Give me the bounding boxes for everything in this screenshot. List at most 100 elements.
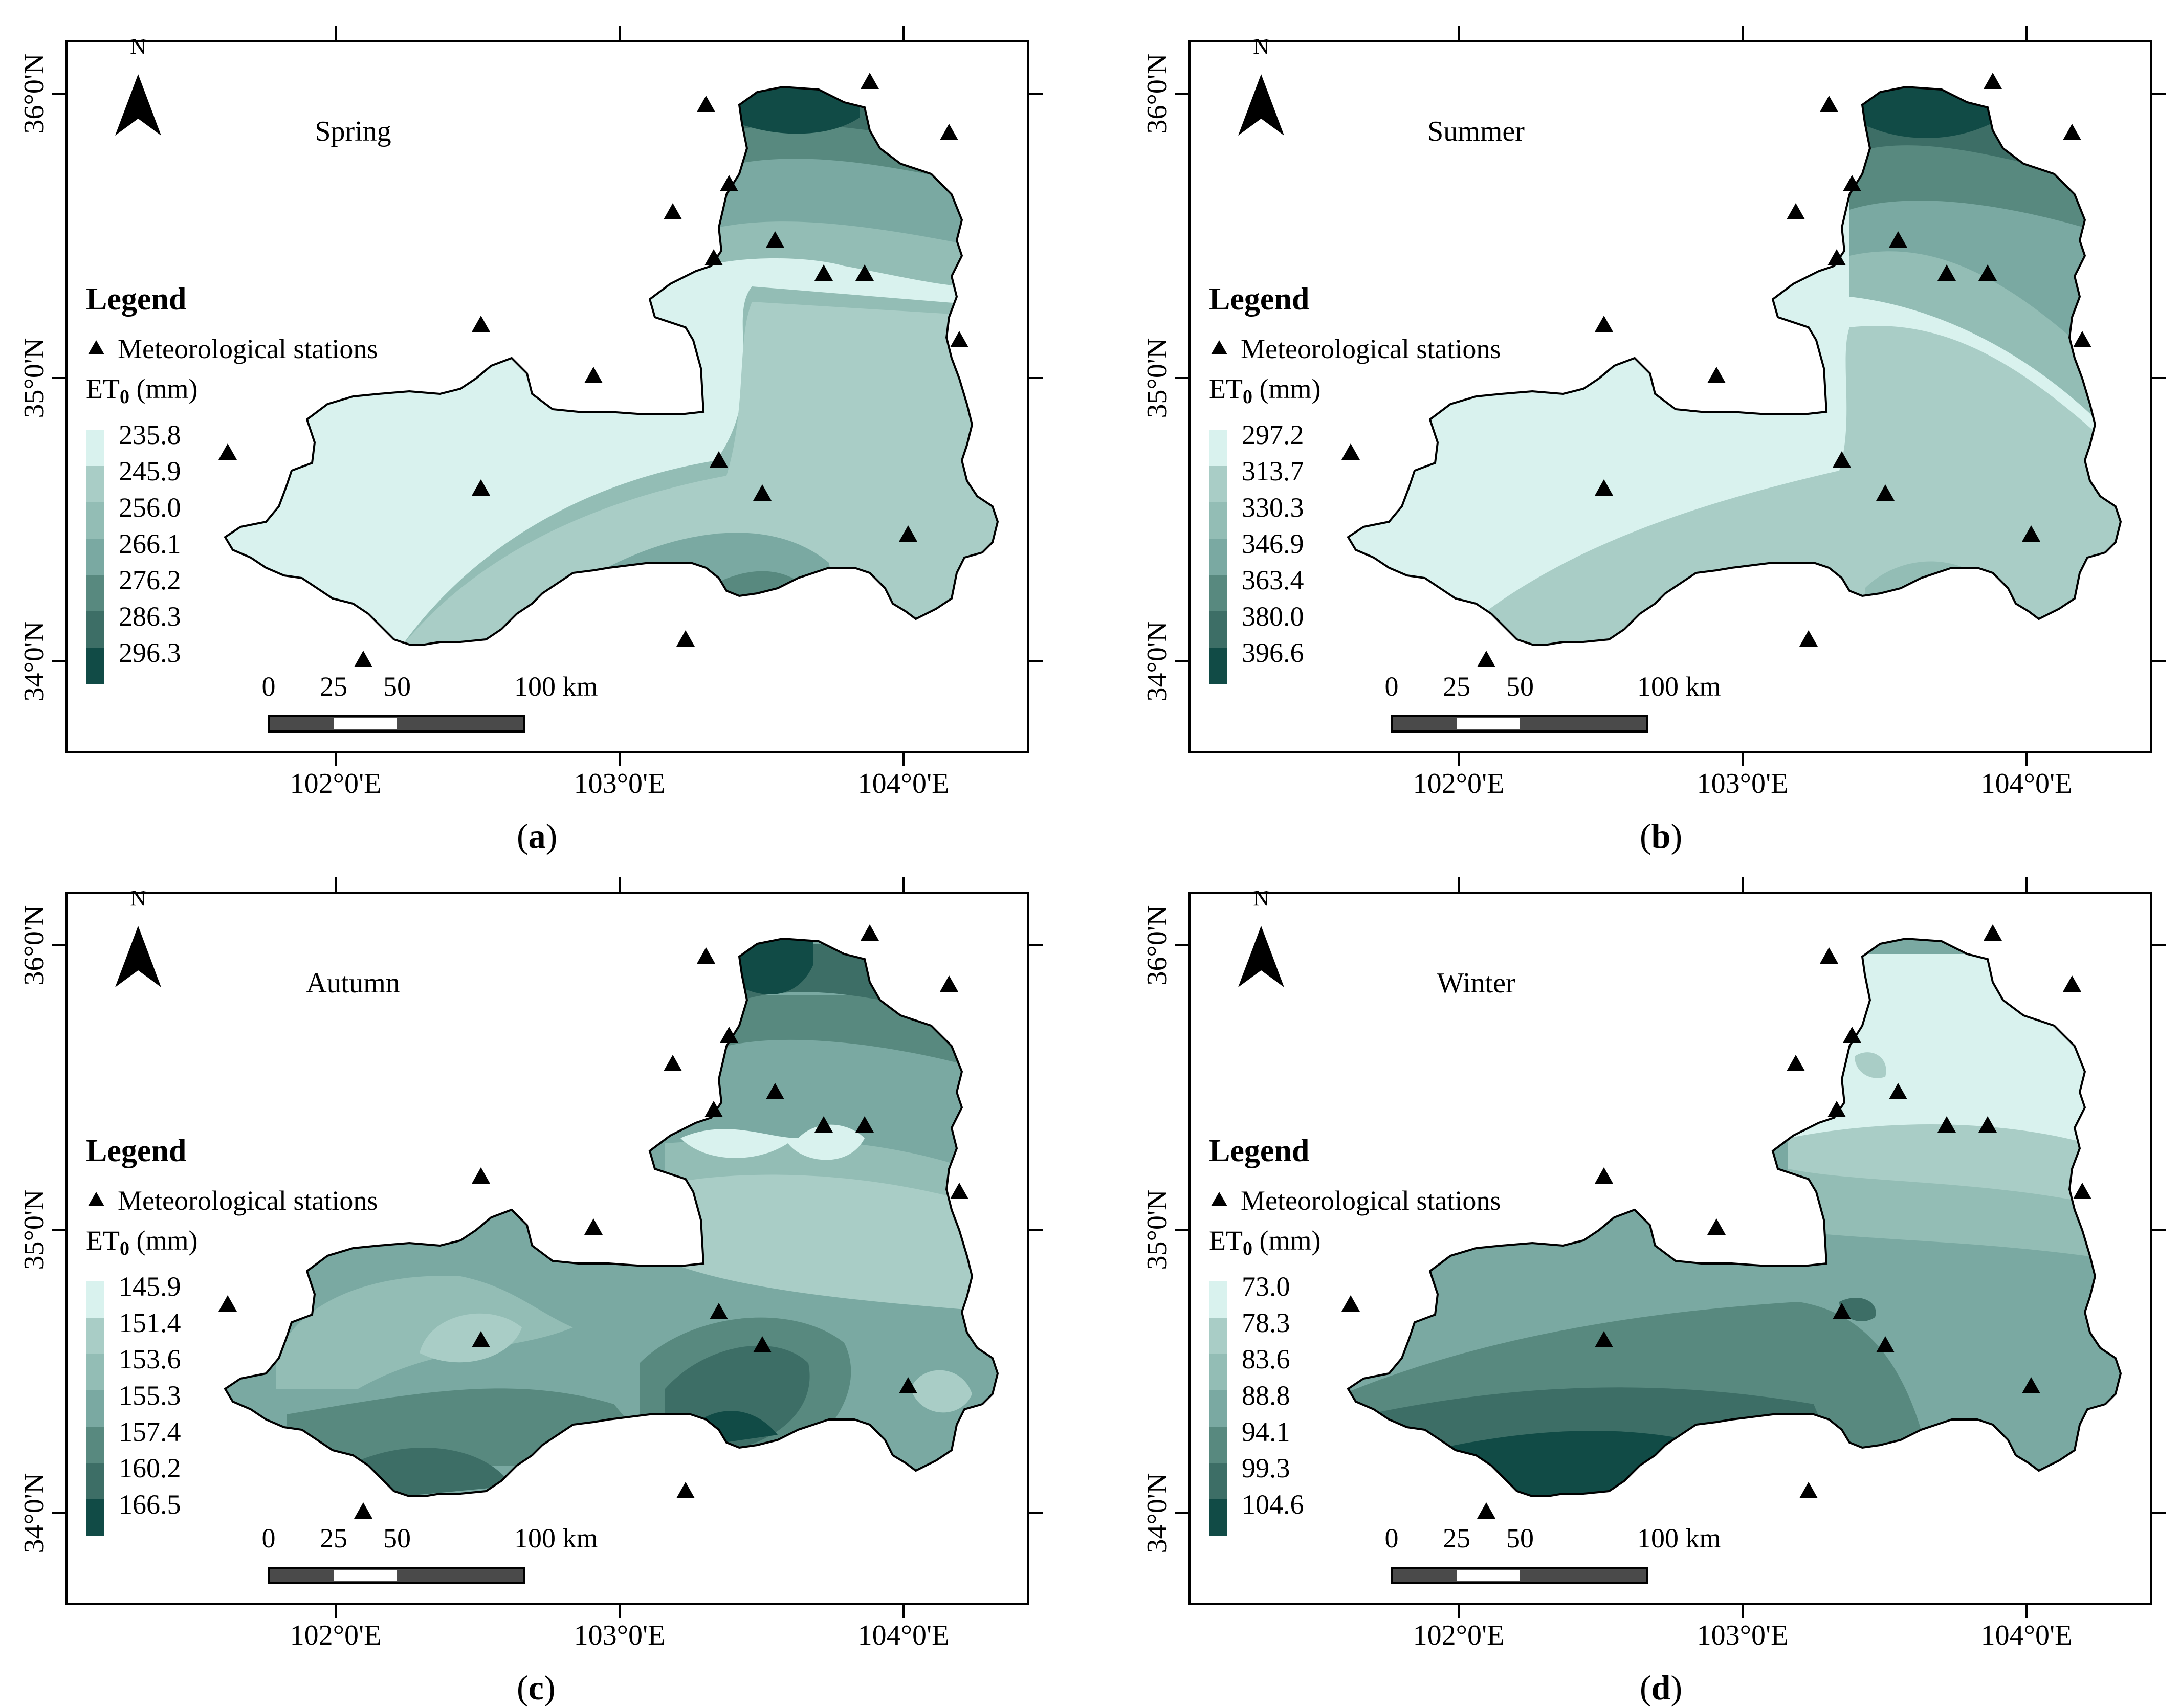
x-tick-label: 102°0'E	[290, 768, 382, 800]
legend-value: 151.4	[119, 1307, 181, 1338]
legend-station-label: Meteorological stations	[118, 334, 378, 364]
y-tick-label: 35°0'N	[18, 338, 50, 418]
y-tick-label: 36°0'N	[1141, 905, 1173, 986]
panel-caption-letter: b	[1651, 816, 1671, 855]
contour-zone	[665, 1174, 998, 1312]
legend-value: 286.3	[119, 601, 181, 632]
legend-value: 266.1	[119, 528, 181, 559]
scale-bar: 0 25 50 100 km	[262, 671, 598, 733]
station-triangle-icon	[720, 175, 738, 191]
legend-swatch	[1209, 1281, 1227, 1318]
panel-caption-letter: c	[528, 1668, 544, 1707]
legend-swatch	[86, 1281, 104, 1318]
contour-zone	[680, 1124, 865, 1160]
station-triangle-icon	[1341, 1295, 1360, 1312]
legend-value: 346.9	[1242, 528, 1304, 559]
y-tick-label: 35°0'N	[18, 1190, 50, 1270]
legend-swatch	[86, 1390, 104, 1427]
y-tick-label: 34°0'N	[18, 1473, 50, 1554]
legend-value: 157.4	[119, 1416, 181, 1447]
season-title: Autumn	[306, 967, 400, 999]
panel-caption: (a)	[517, 816, 558, 855]
legend-swatch	[86, 539, 104, 575]
station-triangle-icon	[1595, 479, 1613, 496]
y-tick-label: 36°0'N	[1141, 54, 1173, 134]
station-triangle-icon	[1843, 1027, 1861, 1043]
station-triangle-icon	[1889, 1083, 1907, 1099]
legend-station-icon	[1211, 340, 1227, 354]
legend-station-label: Meteorological stations	[118, 1185, 378, 1216]
map-panel-c: 102°0'E 103°0'E 104°0'E 36°0'N 35°0'N 34°0'N N…	[0, 852, 1054, 1707]
legend-value: 256.0	[119, 492, 181, 523]
panel-caption: (c)	[517, 1668, 556, 1707]
station-layer	[1341, 924, 2091, 1519]
station-triangle-icon	[218, 1295, 237, 1312]
legend-et0-label: ET0 (mm)	[86, 1225, 197, 1259]
legend-value: 104.6	[1242, 1489, 1304, 1520]
station-triangle-icon	[940, 975, 958, 992]
legend-value: 245.9	[119, 456, 181, 486]
legend-value: 166.5	[119, 1489, 181, 1520]
legend-swatch	[1209, 611, 1227, 648]
station-triangle-icon	[710, 451, 728, 468]
legend-value: 330.3	[1242, 492, 1304, 523]
legend-station-label: Meteorological stations	[1241, 1185, 1501, 1216]
contour-zone	[1855, 1052, 1886, 1078]
legend-value: 155.3	[119, 1380, 181, 1411]
legend-swatch	[86, 1463, 104, 1499]
north-arrow-icon	[115, 926, 161, 987]
legend: Legend Meteorological stations ET0 (mm) 235…	[86, 282, 378, 684]
legend-station-icon	[88, 340, 104, 354]
legend-swatch	[86, 648, 104, 684]
station-triangle-icon	[584, 1218, 603, 1235]
north-arrow-icon	[1238, 74, 1284, 136]
station-layer	[1341, 73, 2091, 667]
scale-bar-label: 0	[1385, 1523, 1399, 1554]
station-triangle-icon	[1787, 203, 1805, 219]
scale-bar: 0 25 50 100 km	[262, 1523, 598, 1584]
station-triangle-icon	[1984, 73, 2002, 89]
station-triangle-icon	[814, 1116, 833, 1133]
x-tick-label: 104°0'E	[1981, 768, 2073, 800]
legend-value: 396.6	[1242, 637, 1304, 668]
legend-value: 235.8	[119, 419, 181, 450]
legend-swatch	[1209, 1499, 1227, 1536]
legend-et0-label: ET0 (mm)	[1209, 373, 1320, 408]
scale-bar-label: 0	[262, 671, 276, 702]
station-triangle-icon	[218, 443, 237, 460]
scale-bar-label: 100 km	[1637, 1523, 1721, 1554]
legend-swatch	[1209, 575, 1227, 611]
scale-bar: 0 25 50 100 km	[1385, 1523, 1721, 1584]
panel-caption: (b)	[1640, 816, 1683, 855]
contour-zone	[716, 1046, 972, 1128]
station-triangle-icon	[1799, 630, 1818, 647]
scale-bar-label: 25	[320, 1523, 347, 1554]
station-triangle-icon	[354, 1502, 372, 1519]
station-triangle-icon	[1787, 1055, 1805, 1071]
legend-et0-label: ET0 (mm)	[1209, 1225, 1320, 1259]
station-triangle-icon	[1978, 1116, 1997, 1133]
legend-value: 94.1	[1242, 1416, 1290, 1447]
panel-caption-letter: d	[1651, 1668, 1671, 1707]
map-svg: 102°0'E 103°0'E 104°0'E 36°0'N 35°0'N 34°0'N N…	[1141, 877, 2166, 1651]
y-tick-label: 34°0'N	[18, 622, 50, 702]
station-triangle-icon	[1477, 651, 1495, 667]
x-tick-label: 102°0'E	[290, 1620, 382, 1651]
station-triangle-icon	[1827, 249, 1846, 265]
station-triangle-icon	[704, 1101, 723, 1117]
map-svg: 102°0'E 103°0'E 104°0'E 36°0'N 35°0'N 34°0'N N…	[18, 877, 1043, 1651]
x-tick-label: 103°0'E	[1697, 768, 1789, 800]
legend-swatch	[86, 430, 104, 466]
scale-bar-label: 0	[1385, 671, 1399, 702]
station-triangle-icon	[899, 525, 917, 542]
legend-swatch	[1209, 1463, 1227, 1499]
station-triangle-icon	[855, 1116, 874, 1133]
station-triangle-icon	[354, 651, 372, 667]
map-svg: 102°0'E 103°0'E 104°0'E 36°0'N 35°0'N 34°0'N N…	[18, 26, 1043, 800]
legend-swatch	[86, 1354, 104, 1390]
map-panel-d: 102°0'E 103°0'E 104°0'E 36°0'N 35°0'N 34°0'N N…	[1123, 852, 2177, 1707]
legend-swatch	[1209, 1390, 1227, 1427]
legend-swatch	[86, 611, 104, 648]
station-triangle-icon	[472, 1167, 490, 1184]
north-arrow-icon	[115, 74, 161, 136]
